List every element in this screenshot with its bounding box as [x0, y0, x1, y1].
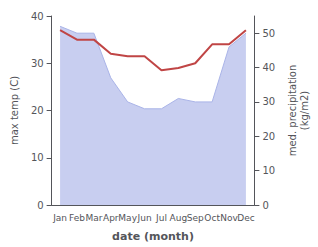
svg-text:Aug: Aug — [170, 213, 188, 223]
svg-text:med. precipitation: med. precipitation — [287, 65, 298, 157]
svg-text:Feb: Feb — [69, 213, 85, 223]
svg-text:20: 20 — [31, 105, 44, 116]
svg-text:10: 10 — [31, 152, 44, 163]
svg-text:Jul: Jul — [155, 213, 167, 223]
svg-text:Sep: Sep — [187, 213, 204, 223]
svg-text:Mar: Mar — [85, 213, 102, 223]
svg-text:10: 10 — [262, 165, 275, 176]
svg-text:30: 30 — [31, 58, 44, 69]
svg-text:(kg/m2): (kg/m2) — [299, 91, 310, 131]
svg-text:Jan: Jan — [52, 213, 67, 223]
svg-text:Apr: Apr — [103, 213, 119, 223]
svg-text:50: 50 — [262, 28, 275, 39]
svg-text:date (month): date (month) — [112, 230, 194, 243]
svg-text:Oct: Oct — [204, 213, 220, 223]
svg-text:40: 40 — [31, 11, 44, 22]
svg-text:0: 0 — [262, 200, 268, 211]
svg-text:May: May — [118, 213, 137, 223]
svg-text:max temp (C): max temp (C) — [9, 76, 20, 145]
svg-text:30: 30 — [262, 96, 275, 107]
svg-text:Dec: Dec — [237, 213, 254, 223]
svg-text:Jun: Jun — [137, 213, 152, 223]
svg-text:Nov: Nov — [220, 213, 238, 223]
svg-text:40: 40 — [262, 62, 275, 73]
svg-text:20: 20 — [262, 131, 275, 142]
svg-text:0: 0 — [37, 200, 43, 211]
